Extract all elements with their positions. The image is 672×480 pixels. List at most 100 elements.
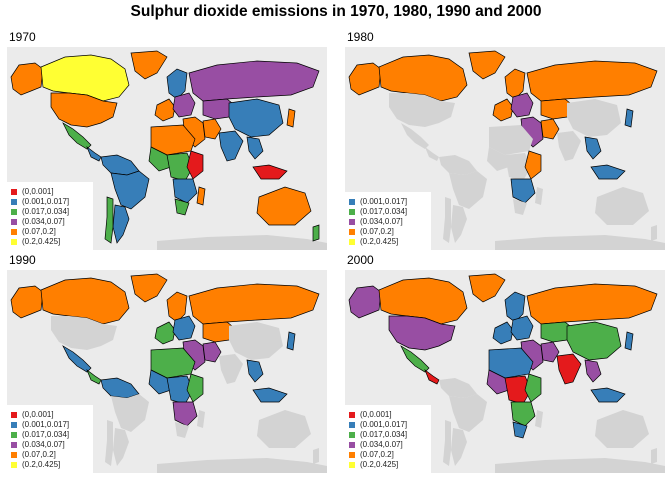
country-region-central-africa	[504, 375, 532, 405]
map-legend: (0.001,0.017] (0.017,0.034] (0.034,0.07] (0…	[345, 192, 431, 250]
legend-swatch	[11, 422, 17, 428]
country-region-australia	[595, 410, 649, 448]
panel-year-label: 1970	[9, 30, 36, 44]
country-region-indonesia	[252, 387, 288, 403]
legend-label: (0.2,0.425]	[360, 237, 399, 246]
legend-label: (0.017,0.034]	[22, 430, 70, 439]
country-region-chile	[443, 197, 451, 243]
legend-label: (0.017,0.034]	[22, 207, 70, 216]
country-region-scandinavia	[504, 291, 526, 323]
country-region-usa	[51, 316, 117, 350]
country-region-australia	[595, 187, 649, 225]
legend-item: (0.034,0.07]	[349, 217, 431, 227]
country-region-canada	[378, 54, 468, 102]
legend-item: (0.017,0.034]	[349, 430, 431, 440]
world-map	[10, 273, 327, 473]
legend-label: (0.034,0.07]	[22, 217, 65, 226]
country-region-greenland	[468, 50, 506, 80]
country-region-indonesia	[590, 387, 626, 403]
country-region-southeast-asia	[584, 136, 602, 160]
legend-swatch	[349, 239, 355, 245]
legend-item: (0.001,0.017]	[349, 197, 431, 207]
legend-swatch	[349, 432, 355, 438]
legend-swatch	[11, 462, 17, 468]
legend-swatch	[11, 199, 17, 205]
map-panel-1990: 1990 (0,0.001] (0.001,0.017] (0.017,0.034]…	[7, 253, 327, 473]
country-region-mexico	[401, 123, 429, 149]
country-region-india	[219, 354, 243, 384]
country-region-scandinavia	[166, 291, 188, 323]
country-region-western-europe	[154, 321, 176, 345]
legend-item: (0.034,0.07]	[349, 440, 431, 450]
map-panel-1970: 1970 (0,0.001] (0.001,0.017] (0.017,0.034]…	[7, 30, 327, 250]
panel-year-label: 2000	[347, 253, 374, 267]
country-region-new-zealand	[312, 224, 320, 242]
legend-swatch	[11, 209, 17, 215]
antarctica-region	[157, 458, 327, 473]
country-region-new-zealand	[313, 448, 319, 464]
legend-label: (0.07,0.2]	[22, 450, 56, 459]
country-region-brazil	[110, 170, 150, 210]
country-region-eastern-europe	[510, 92, 534, 118]
legend-swatch	[349, 219, 355, 225]
country-region-south-america-north	[100, 377, 140, 399]
country-region-argentina	[113, 428, 129, 466]
country-region-brazil	[449, 394, 487, 432]
legend-label: (0.001,0.017]	[360, 197, 408, 206]
legend-swatch	[349, 229, 355, 235]
country-region-alaska	[10, 285, 44, 319]
map-legend: (0,0.001] (0.001,0.017] (0.017,0.034] (0.03…	[7, 405, 93, 473]
country-region-brazil	[111, 394, 149, 432]
country-region-madagascar	[196, 186, 206, 206]
legend-item: (0.07,0.2]	[349, 450, 431, 460]
country-region-central-america	[86, 145, 102, 162]
country-region-usa	[388, 315, 456, 351]
country-region-west-africa	[148, 146, 172, 172]
country-region-russia	[188, 60, 320, 102]
legend-swatch	[349, 412, 355, 418]
map-panel-1980: 1980 (0.001,0.017] (0.017,0.034] (0.034,0.…	[345, 30, 665, 250]
legend-swatch	[11, 432, 17, 438]
legend-item: (0.07,0.2]	[11, 450, 93, 460]
country-region-usa	[389, 93, 455, 127]
legend-label: (0,0.001]	[360, 410, 392, 419]
country-region-east-africa	[524, 373, 542, 403]
legend-swatch	[349, 199, 355, 205]
legend-swatch	[349, 422, 355, 428]
country-region-china	[229, 322, 283, 360]
country-region-greenland	[130, 273, 168, 303]
country-region-india	[218, 130, 244, 162]
country-region-greenland	[130, 50, 168, 80]
legend-item: (0.034,0.07]	[11, 440, 93, 450]
country-region-southeast-asia	[584, 359, 602, 383]
legend-swatch	[11, 239, 17, 245]
chart-title: Sulphur dioxide emissions in 1970, 1980,…	[130, 3, 542, 20]
country-region-china	[566, 321, 622, 361]
country-region-scandinavia	[504, 68, 526, 100]
country-region-southeast-asia	[246, 136, 264, 160]
country-region-eastern-europe	[510, 315, 534, 341]
legend-item: (0.017,0.034]	[11, 430, 93, 440]
country-region-iran	[202, 118, 222, 140]
country-region-russia	[188, 283, 320, 325]
legend-swatch	[349, 442, 355, 448]
country-region-argentina	[451, 428, 467, 466]
country-region-canada	[40, 277, 130, 325]
country-region-east-africa	[186, 150, 204, 180]
country-region-indonesia	[252, 164, 288, 180]
country-region-south-america-north	[100, 154, 140, 176]
country-region-western-europe	[154, 98, 176, 122]
legend-item: (0.001,0.017]	[349, 420, 431, 430]
world-map	[348, 273, 665, 473]
country-region-argentina	[451, 205, 467, 243]
legend-item: (0,0.001]	[11, 187, 93, 197]
legend-swatch	[11, 442, 17, 448]
country-region-china	[228, 98, 284, 138]
country-region-southern-africa	[172, 401, 198, 427]
panel-year-label: 1980	[347, 30, 374, 44]
legend-item: (0.034,0.07]	[11, 217, 93, 227]
legend-label: (0.034,0.07]	[360, 440, 403, 449]
country-region-west-africa	[487, 147, 509, 171]
country-region-southern-africa	[172, 178, 198, 204]
map-legend: (0,0.001] (0.001,0.017] (0.017,0.034] (0.03…	[345, 405, 431, 473]
